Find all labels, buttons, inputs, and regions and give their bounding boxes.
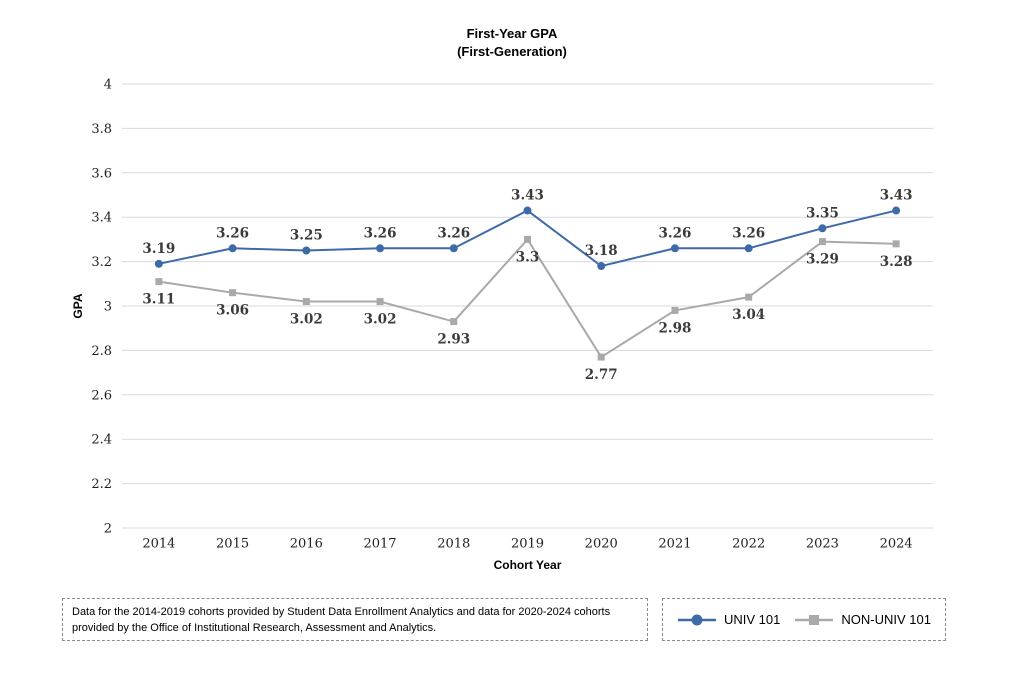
line-chart-plot-area: 2 2.2 2.4 2.6 2.8 3 3.2 3.4 3.6 3.8 4 2014 2015 2016 2…: [91, 78, 933, 552]
data-point-univ-101: [376, 244, 385, 253]
legend-item-univ-101: UNIV 101: [677, 612, 780, 627]
data-point-non-univ-101: [524, 235, 531, 243]
data-point-non-univ-101: [671, 306, 679, 314]
legend-label-univ-101: UNIV 101: [724, 612, 781, 627]
data-label-univ-101: 3.43: [880, 188, 913, 204]
data-label-non-univ-101: 2.77: [585, 367, 618, 383]
data-point-non-univ-101: [597, 353, 605, 361]
data-label-non-univ-101: 3.02: [364, 312, 397, 328]
data-label-univ-101: 3.26: [216, 225, 249, 241]
data-label-non-univ-101: 3.04: [732, 307, 765, 323]
x-tick-label: 2016: [290, 537, 323, 552]
legend-label-non-univ-101: NON-UNIV 101: [841, 612, 931, 627]
data-point-non-univ-101: [745, 293, 753, 301]
data-label-non-univ-101: 3.29: [806, 252, 839, 268]
data-point-univ-101: [154, 259, 163, 268]
x-tick-label: 2017: [363, 537, 396, 552]
x-axis-title: Cohort Year: [493, 558, 562, 572]
data-point-non-univ-101: [818, 238, 826, 246]
data-label-univ-101: 3.18: [585, 243, 618, 259]
y-axis-title: GPA: [71, 293, 85, 319]
data-label-non-univ-101: 3.06: [216, 303, 249, 319]
data-label-univ-101: 3.26: [732, 225, 765, 241]
y-tick-label: 3.4: [91, 211, 112, 226]
data-point-non-univ-101: [892, 240, 900, 248]
data-label-non-univ-101: 3.3: [516, 249, 540, 265]
legend-item-non-univ-101: NON-UNIV 101: [794, 612, 931, 627]
y-tick-label: 2.8: [91, 344, 112, 359]
y-tick-label: 2.2: [91, 477, 112, 492]
data-point-non-univ-101: [229, 289, 237, 297]
data-label-univ-101: 3.26: [437, 225, 470, 241]
y-tick-label: 2.4: [91, 433, 112, 448]
chart-title-line2: (First-Generation): [457, 44, 567, 59]
footnote-text: Data for the 2014-2019 cohorts provided …: [72, 605, 611, 634]
data-point-univ-101: [892, 206, 901, 215]
y-tick-label: 3: [104, 300, 112, 315]
data-point-univ-101: [302, 246, 311, 255]
data-label-univ-101: 3.43: [511, 188, 544, 204]
data-point-non-univ-101: [376, 298, 384, 306]
x-tick-label: 2023: [806, 537, 839, 552]
x-tick-label: 2015: [216, 537, 249, 552]
y-tick-label: 3.6: [91, 166, 112, 181]
data-point-univ-101: [744, 244, 753, 253]
non-univ-101-line-marker-icon: [795, 614, 834, 625]
data-label-univ-101: 3.19: [142, 241, 175, 257]
x-tick-label: 2018: [437, 537, 470, 552]
data-point-univ-101: [670, 244, 679, 253]
data-point-non-univ-101: [155, 278, 163, 286]
data-label-univ-101: 3.26: [364, 225, 397, 241]
data-label-non-univ-101: 2.98: [659, 320, 692, 336]
y-tick-label: 2: [104, 522, 112, 537]
data-label-univ-101: 3.26: [659, 225, 692, 241]
data-label-non-univ-101: 3.02: [290, 312, 323, 328]
legend: UNIV 101 NON-UNIV 101: [662, 598, 946, 641]
y-tick-label: 2.6: [91, 388, 112, 403]
data-point-univ-101: [228, 244, 237, 253]
data-point-univ-101: [523, 206, 532, 215]
x-tick-label: 2014: [142, 537, 175, 552]
y-tick-label: 3.2: [91, 255, 112, 270]
chart-title-line1: First-Year GPA: [466, 26, 558, 41]
data-point-univ-101: [449, 244, 458, 253]
data-point-non-univ-101: [302, 298, 310, 306]
x-tick-label: 2019: [511, 537, 544, 552]
y-tick-label: 4: [104, 78, 112, 93]
data-point-univ-101: [597, 262, 606, 271]
data-label-non-univ-101: 3.28: [880, 254, 913, 270]
data-label-non-univ-101: 3.11: [142, 292, 175, 308]
x-tick-label: 2020: [585, 537, 618, 552]
data-label-univ-101: 3.35: [806, 205, 839, 221]
y-tick-label: 3.8: [91, 122, 112, 137]
univ-101-line-marker-icon: [678, 614, 717, 625]
data-label-univ-101: 3.25: [290, 228, 323, 244]
data-point-univ-101: [818, 224, 827, 233]
footnote-box: Data for the 2014-2019 cohorts provided …: [62, 598, 648, 641]
x-tick-label: 2022: [732, 537, 765, 552]
x-tick-label: 2021: [658, 537, 691, 552]
x-tick-label: 2024: [880, 537, 913, 552]
data-label-non-univ-101: 2.93: [437, 332, 470, 348]
data-point-non-univ-101: [450, 318, 458, 326]
chart-title: First-Year GPA (First-Generation): [0, 25, 1024, 61]
